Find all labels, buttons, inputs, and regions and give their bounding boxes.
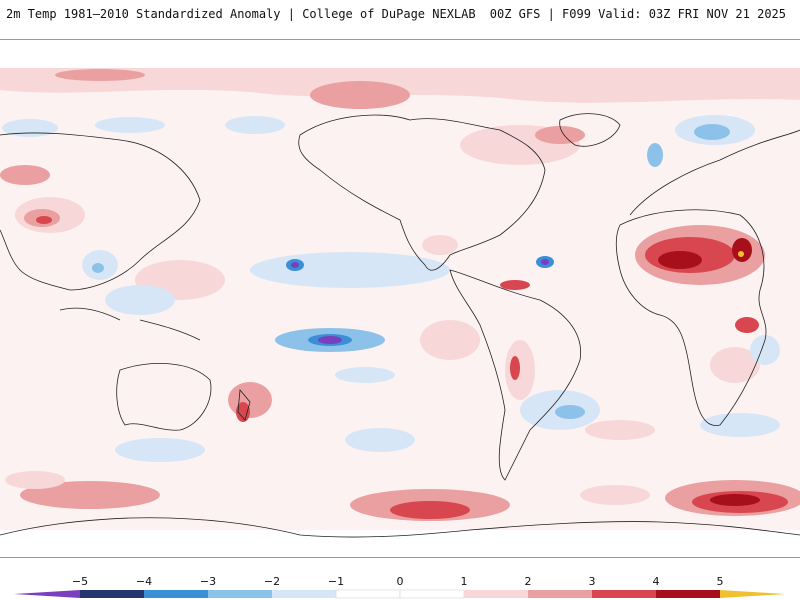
australia-outline <box>116 363 212 431</box>
colorbar: −5 −4 −3 −2 −1 0 1 2 3 4 5 <box>0 558 800 600</box>
colorbar-tick-label: −5 <box>71 575 89 588</box>
colorbar-extend-low <box>14 590 80 598</box>
new-zealand-outline <box>237 389 251 421</box>
colorbar-tick-label: −1 <box>327 575 345 588</box>
maritime-continent-outline <box>59 307 201 341</box>
run-valid-time: 00Z GFS | F099 Valid: 03Z FRI NOV 21 202… <box>489 7 786 21</box>
colorbar-segment <box>208 590 272 598</box>
warm-anomalies <box>0 68 800 521</box>
eurasia-outline <box>0 129 800 291</box>
africa-outline <box>615 209 767 426</box>
map-panel <box>0 40 800 558</box>
colorbar-graphic <box>14 589 786 599</box>
colorbar-tick-label: −3 <box>199 575 217 588</box>
colorbar-segment <box>335 589 401 599</box>
greenland-outline <box>559 113 621 147</box>
colorbar-segment <box>272 590 336 598</box>
colorbar-segment <box>399 589 465 599</box>
header: 2m Temp 1981–2010 Standardized Anomaly |… <box>0 0 800 40</box>
colorbar-segment <box>656 590 720 598</box>
colorbar-segment <box>144 590 208 598</box>
colorbar-tick-label: −2 <box>263 575 281 588</box>
colorbar-tick-label: 2 <box>524 575 532 588</box>
colorbar-segment <box>592 590 656 598</box>
colorbar-segment <box>528 590 592 598</box>
antarctica-outline <box>0 517 800 538</box>
north-america-outline <box>298 114 546 271</box>
colorbar-tick-label: 3 <box>588 575 596 588</box>
colorbar-segment <box>464 590 528 598</box>
south-america-outline <box>449 269 582 481</box>
colorbar-tick-label: 1 <box>460 575 468 588</box>
coastlines <box>0 113 800 538</box>
colorbar-tick-label: 5 <box>716 575 724 588</box>
colorbar-extend-high <box>720 590 786 598</box>
colorbar-segment <box>80 590 144 598</box>
colorbar-tick-label: 0 <box>396 575 404 588</box>
colorbar-tick-label: −4 <box>135 575 153 588</box>
map-title: 2m Temp 1981–2010 Standardized Anomaly |… <box>6 7 476 21</box>
colorbar-tick-label: 4 <box>652 575 660 588</box>
anomaly-map <box>0 40 800 557</box>
